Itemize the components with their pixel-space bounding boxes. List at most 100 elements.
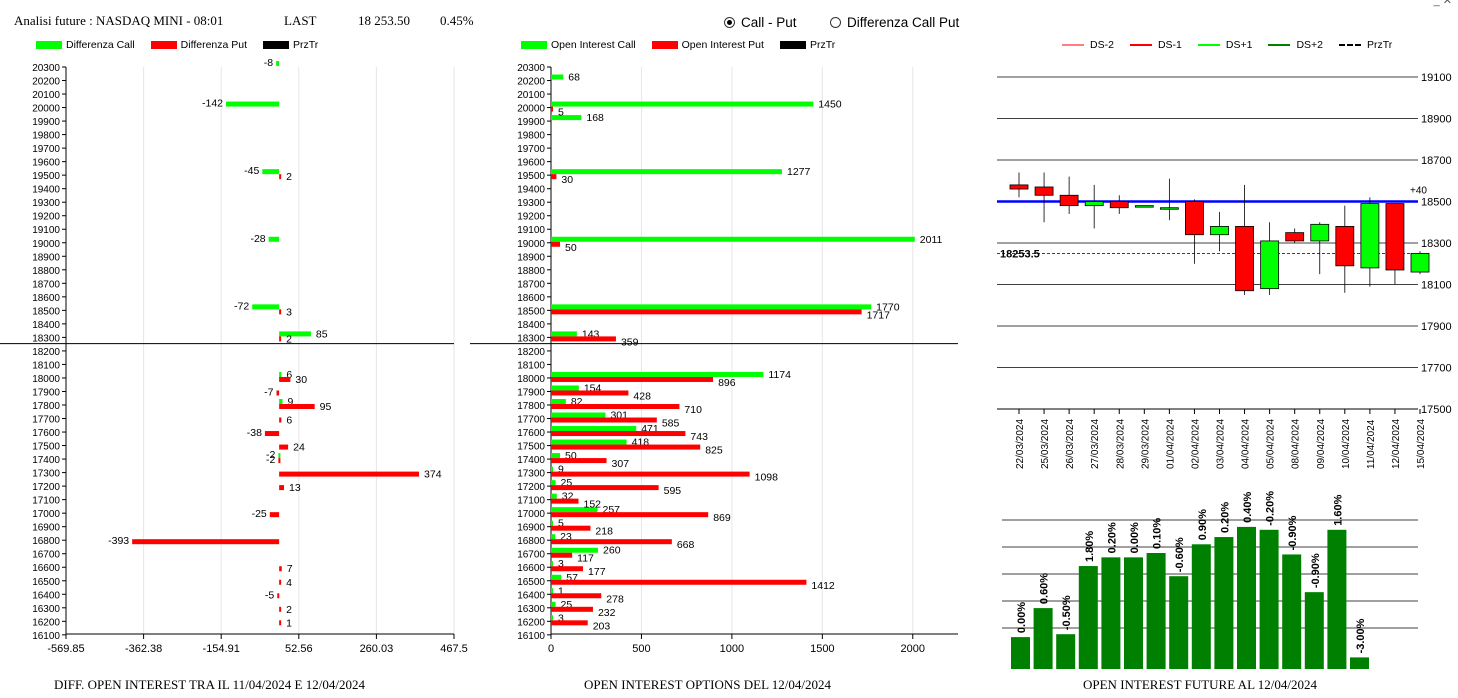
candle-body	[1310, 223, 1330, 242]
put-oi-bar	[551, 174, 557, 180]
strike-label: 16300	[517, 604, 545, 615]
radio-differenza[interactable]: Differenza Call Put	[830, 15, 959, 30]
put-oi-bar	[551, 376, 714, 382]
oi-bar	[1214, 537, 1234, 669]
strike-label: 17600	[517, 428, 545, 439]
strike-label: 16400	[517, 590, 545, 601]
candle-body	[1335, 225, 1355, 267]
oi-bar-label: 0.40%	[1242, 491, 1254, 522]
last-value: 18 253.50	[358, 13, 410, 28]
bar-value-label: 278	[606, 593, 624, 605]
bar-value-label: 25	[561, 599, 573, 611]
call-diff-bar	[278, 453, 281, 459]
oi-bar-label: 0.10%	[1152, 518, 1164, 549]
strike-label: 19900	[517, 117, 545, 128]
strike-label: 18100	[32, 360, 60, 371]
radio-empty-icon	[830, 17, 841, 28]
price-tick-label: 18500	[1421, 197, 1452, 209]
oi-bar	[1191, 544, 1211, 669]
put-diff-bar	[276, 390, 280, 396]
date-label: 15/04/2024	[1416, 419, 1427, 469]
put-diff-bar	[277, 593, 280, 599]
call-oi-bar	[551, 169, 782, 175]
put-oi-bar	[551, 417, 657, 423]
call-oi-bar	[551, 439, 627, 445]
x-tick-label: 0	[548, 643, 554, 655]
oi-bar	[1056, 634, 1076, 669]
bar-value-label: 260	[603, 545, 621, 557]
put-oi-bar	[551, 620, 588, 626]
strike-label: 18700	[32, 279, 60, 290]
bar-value-label: 57	[566, 572, 578, 584]
call-swatch	[521, 41, 547, 49]
call-oi-bar	[551, 574, 562, 580]
strike-label: 18500	[32, 306, 60, 317]
bar-value-label: 9	[558, 464, 564, 476]
call-oi-bar	[551, 101, 814, 107]
bar-value-label: 595	[664, 485, 682, 497]
candle-body	[1385, 203, 1405, 271]
call-diff-bar	[252, 304, 280, 310]
strike-label: 19100	[517, 225, 545, 236]
strike-label: 18500	[517, 306, 545, 317]
price-tick-label: 18300	[1421, 238, 1452, 250]
put-oi-bar	[551, 241, 561, 247]
strike-label: 19800	[517, 131, 545, 142]
date-label: 25/03/2024	[1040, 419, 1051, 469]
strike-label: 20300	[517, 63, 545, 74]
put-diff-bar	[278, 458, 281, 464]
date-label: 12/04/2024	[1391, 419, 1402, 469]
bar-value-label: 2	[286, 333, 292, 345]
strike-label: 17300	[517, 469, 545, 480]
price-label: 18253.5	[1000, 248, 1040, 260]
x-tick-label: 1500	[810, 643, 834, 655]
oi-bar-label: 1.60%	[1332, 494, 1344, 525]
put-swatch	[651, 41, 678, 49]
bar-value-label: 743	[690, 431, 708, 443]
date-label: 03/04/2024	[1216, 419, 1227, 469]
bar-value-label: 50	[565, 450, 577, 462]
put-diff-bar	[279, 606, 282, 612]
window-controls[interactable]: _ ✕	[1433, 0, 1452, 7]
legend-label: PrzTr	[293, 39, 319, 51]
oi-bar	[1282, 554, 1302, 669]
bar-value-label: -25	[252, 508, 267, 520]
price-tick-label: 18700	[1421, 155, 1452, 167]
oi-bar	[1237, 526, 1256, 669]
strike-label: 19200	[517, 212, 545, 223]
date-label: 05/04/2024	[1266, 419, 1277, 469]
przTr-line	[1339, 44, 1361, 46]
bar-value-label: 585	[662, 418, 680, 430]
strike-label: 18800	[517, 266, 545, 277]
call-oi-bar	[551, 466, 553, 472]
strike-label: 20200	[32, 77, 60, 88]
legend-label: PrzTr	[1367, 39, 1393, 51]
bar-value-label: -72	[234, 300, 249, 312]
strike-label: 19200	[32, 212, 60, 223]
ds+2-line	[1268, 44, 1291, 46]
radio-call-put[interactable]: Call - Put	[724, 15, 797, 30]
put-oi-bar	[551, 444, 701, 450]
put-diff-bar	[279, 620, 282, 626]
date-label: 08/04/2024	[1291, 419, 1302, 469]
strike-label: 19300	[32, 198, 60, 209]
bar-value-label: -393	[108, 535, 129, 547]
strike-label: 20300	[32, 63, 60, 74]
bar-value-label: 24	[293, 442, 305, 454]
last-label: LAST	[284, 13, 317, 28]
call-diff-bar	[279, 371, 282, 377]
call-oi-bar	[551, 520, 553, 526]
strike-label: 17000	[517, 509, 545, 520]
bar-value-label: 869	[713, 512, 731, 524]
oi-bar-label: 1.80%	[1084, 531, 1096, 562]
bar-value-label: -5	[265, 589, 274, 601]
strike-label: 20100	[32, 90, 60, 101]
put-oi-bar	[551, 552, 573, 558]
bar-value-label: 1450	[818, 99, 842, 111]
bar-value-label: 3	[286, 306, 292, 318]
candle-body	[1034, 186, 1054, 196]
call-oi-bar	[551, 601, 556, 607]
put-diff-bar	[279, 579, 282, 585]
x-tick-label: 2000	[901, 643, 925, 655]
oi-bar-label: 0.00%	[1016, 602, 1028, 633]
